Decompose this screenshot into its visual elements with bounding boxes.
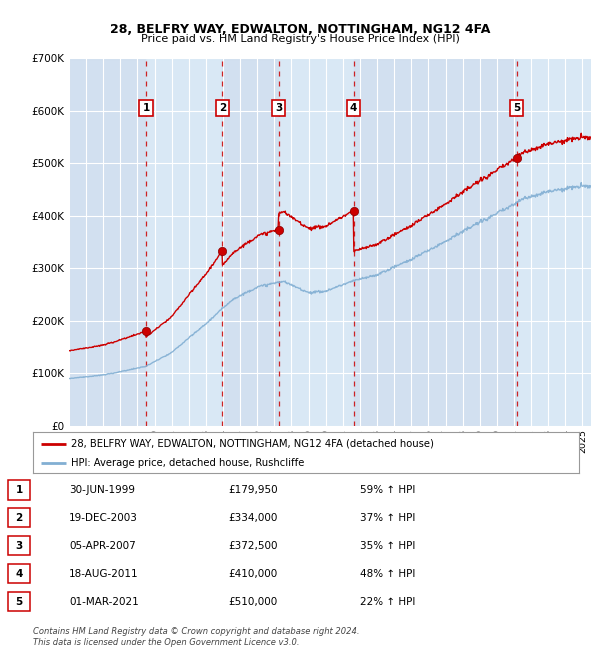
Bar [69, 58, 146, 426]
Text: 01-MAR-2021: 01-MAR-2021 [69, 597, 139, 606]
Text: HPI: Average price, detached house, Rushcliffe: HPI: Average price, detached house, Rush… [71, 458, 305, 467]
Bar [146, 58, 223, 426]
Text: 19-DEC-2003: 19-DEC-2003 [69, 513, 138, 523]
Text: £410,000: £410,000 [228, 569, 277, 578]
Text: 18-AUG-2011: 18-AUG-2011 [69, 569, 139, 578]
Text: £510,000: £510,000 [228, 597, 277, 606]
Bar [223, 58, 279, 426]
Text: 59% ↑ HPI: 59% ↑ HPI [360, 485, 415, 495]
Bar [279, 58, 353, 426]
Text: Contains HM Land Registry data © Crown copyright and database right 2024.
This d: Contains HM Land Registry data © Crown c… [33, 627, 359, 647]
Text: 5: 5 [513, 103, 520, 113]
Text: 4: 4 [350, 103, 358, 113]
Bar [517, 58, 591, 426]
Text: 48% ↑ HPI: 48% ↑ HPI [360, 569, 415, 578]
Text: Price paid vs. HM Land Registry's House Price Index (HPI): Price paid vs. HM Land Registry's House … [140, 34, 460, 44]
Text: 35% ↑ HPI: 35% ↑ HPI [360, 541, 415, 551]
Text: 2: 2 [16, 513, 23, 523]
Text: 1: 1 [142, 103, 149, 113]
Text: 5: 5 [16, 597, 23, 606]
Text: £372,500: £372,500 [228, 541, 277, 551]
Text: 28, BELFRY WAY, EDWALTON, NOTTINGHAM, NG12 4FA (detached house): 28, BELFRY WAY, EDWALTON, NOTTINGHAM, NG… [71, 439, 434, 448]
Text: 30-JUN-1999: 30-JUN-1999 [69, 485, 135, 495]
Text: £179,950: £179,950 [228, 485, 278, 495]
Text: 3: 3 [275, 103, 283, 113]
Text: 22% ↑ HPI: 22% ↑ HPI [360, 597, 415, 606]
Text: 37% ↑ HPI: 37% ↑ HPI [360, 513, 415, 523]
Text: 1: 1 [16, 485, 23, 495]
Text: 05-APR-2007: 05-APR-2007 [69, 541, 136, 551]
Bar [353, 58, 517, 426]
Text: 2: 2 [219, 103, 226, 113]
Text: 3: 3 [16, 541, 23, 551]
Text: 28, BELFRY WAY, EDWALTON, NOTTINGHAM, NG12 4FA: 28, BELFRY WAY, EDWALTON, NOTTINGHAM, NG… [110, 23, 490, 36]
Text: £334,000: £334,000 [228, 513, 277, 523]
Text: 4: 4 [16, 569, 23, 578]
